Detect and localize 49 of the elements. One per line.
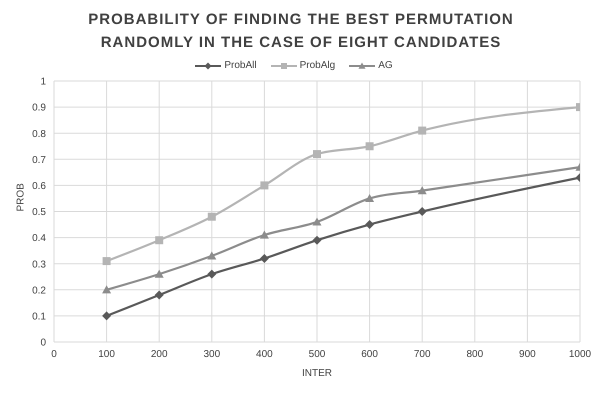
point <box>418 126 426 135</box>
point <box>365 220 374 230</box>
y-axis-title: PROB <box>16 182 27 212</box>
y-tick-label: 1 <box>40 76 46 88</box>
point <box>312 217 322 226</box>
point <box>102 257 111 266</box>
point <box>260 254 269 263</box>
legend-label: AG <box>377 60 393 71</box>
y-tick-label: 0.1 <box>32 311 46 322</box>
y-tick-label: 0 <box>40 338 46 349</box>
x-tick-label: 700 <box>414 349 431 360</box>
x-axis-title: INTER <box>302 368 332 379</box>
legend-label: ProbAll <box>223 60 257 71</box>
y-tick-label: 0.5 <box>32 207 46 218</box>
point <box>313 150 321 158</box>
x-tick-label: 400 <box>256 349 274 360</box>
x-tick-label: 500 <box>308 349 326 360</box>
point <box>207 251 216 260</box>
x-tick-label: 1000 <box>568 349 592 360</box>
point <box>366 142 374 150</box>
y-tick-label: 0.9 <box>32 102 46 114</box>
point <box>418 186 427 194</box>
point <box>102 311 112 320</box>
y-tick-label: 0.8 <box>32 128 46 140</box>
point <box>208 212 216 221</box>
y-tick-label: 0.4 <box>32 233 46 244</box>
y-tick-label: 0.2 <box>32 285 46 296</box>
point <box>260 181 268 190</box>
x-tick-label: 300 <box>203 349 221 360</box>
point <box>207 270 216 279</box>
point <box>154 270 164 278</box>
x-tick-label: 100 <box>98 349 116 360</box>
x-tick-label: 600 <box>361 349 378 360</box>
x-tick-label: 900 <box>519 349 536 360</box>
x-tick-label: 200 <box>150 349 168 360</box>
point <box>312 236 322 245</box>
x-tick-label: 0 <box>51 349 58 360</box>
point <box>155 236 164 244</box>
x-tick-label: 800 <box>466 349 484 360</box>
chart-title: PROBABILITY OF FINDING THE BEST PERMUTATION RANDOMLY IN THE CASE OF EIGHT CANDIDATES <box>87 10 515 53</box>
point <box>260 230 269 239</box>
point <box>418 207 427 216</box>
y-tick-label: 0.3 <box>32 259 46 270</box>
y-tick-label: 0.7 <box>32 154 46 166</box>
point <box>154 290 164 300</box>
legend-label: ProbAlg <box>298 60 336 71</box>
point <box>365 194 374 202</box>
y-tick-label: 0.6 <box>32 180 46 192</box>
point <box>102 285 112 294</box>
